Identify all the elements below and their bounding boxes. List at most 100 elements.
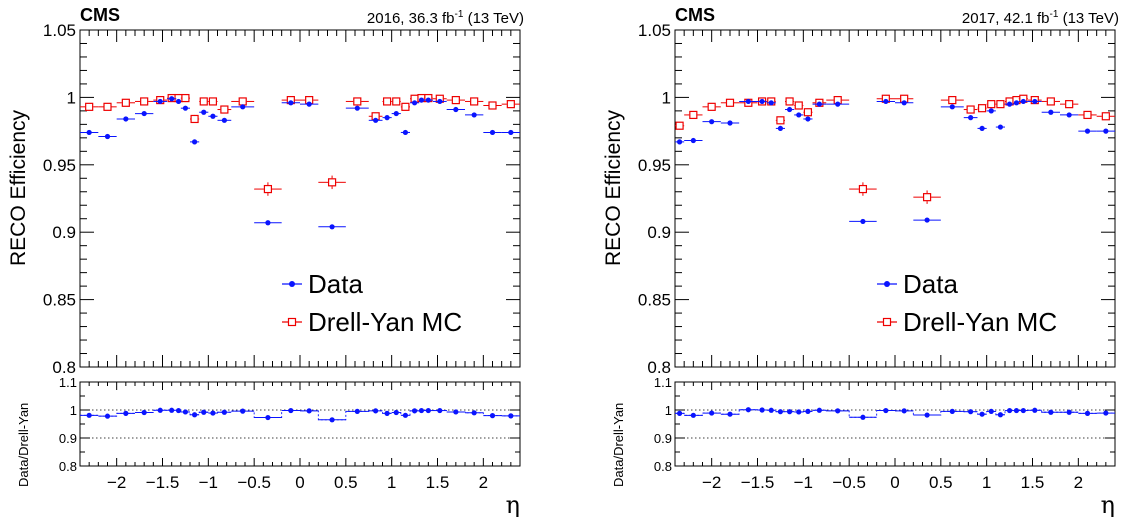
ratio-marker <box>288 407 294 414</box>
data-marker <box>425 97 431 103</box>
ratio-marker <box>1084 410 1091 416</box>
mc-marker <box>1101 112 1110 121</box>
legend-entry-mc: Drell-Yan MC <box>877 307 1057 337</box>
ratio-marker <box>1013 407 1020 414</box>
energy-text: (13 TeV) <box>1063 10 1119 27</box>
mc-marker <box>858 184 868 194</box>
data-point <box>803 116 813 122</box>
mc-point <box>217 105 232 114</box>
ratio-marker <box>425 407 431 414</box>
ratio-point <box>1027 407 1042 413</box>
x-axis-ticks <box>79 30 521 367</box>
ratio-marker <box>182 409 189 415</box>
ratio-marker <box>86 412 92 418</box>
legend-entry-data: Data <box>877 269 958 299</box>
ratio-point <box>1005 407 1015 414</box>
y-tick-label: 0.8 <box>52 358 76 377</box>
ratio-point <box>175 407 182 414</box>
mc-marker <box>1083 110 1092 120</box>
panel-2017: CMS 2017, 42.1 fb-1 (13 TeV) 0.80.850.90… <box>602 5 1119 517</box>
mc-marker <box>470 97 479 106</box>
data-marker <box>835 101 841 107</box>
ratio-point <box>190 412 200 418</box>
data-point <box>1041 109 1060 115</box>
mc-marker <box>353 97 362 106</box>
ratio-y-tick-label: 0.8 <box>59 459 77 474</box>
ratio-marker <box>1066 409 1072 415</box>
ratio-point <box>1041 409 1060 415</box>
ratio-marker <box>418 407 425 414</box>
ratio-y-tick-label: 1 <box>665 403 672 418</box>
ratio-point <box>785 409 795 415</box>
y-axis-title: RECO Efficiency <box>602 110 625 266</box>
ratio-marker <box>201 409 207 415</box>
legend-mc-label: Drell-Yan MC <box>903 307 1057 337</box>
ratio-marker <box>210 410 216 416</box>
ratio-point <box>382 410 392 416</box>
data-point <box>720 120 740 126</box>
lumi-label: 2016, 36.3 fb-1 (13 TeV) <box>367 9 524 27</box>
mc-point <box>180 93 190 103</box>
data-point <box>1005 101 1015 107</box>
mc-point <box>483 101 502 110</box>
y-axis: 0.8 0.85 0.9 0.95 1 1.05 <box>43 21 520 377</box>
x-tick-label: 1.5 <box>426 473 450 492</box>
data-marker <box>329 224 335 230</box>
x-tick-label: 0 <box>295 473 304 492</box>
mc-marker <box>675 121 684 130</box>
data-point <box>423 97 433 103</box>
mc-point <box>675 121 685 130</box>
data-point <box>382 115 392 121</box>
mc-point <box>116 98 135 107</box>
data-marker <box>123 116 129 122</box>
mc-point <box>391 97 401 106</box>
ratio-marker <box>727 411 733 417</box>
ratio-marker <box>924 412 930 418</box>
ratio-axis-title: Data/Drell-Yan <box>611 403 626 487</box>
data-marker <box>373 117 379 123</box>
mc-marker <box>1046 97 1055 106</box>
data-series <box>80 96 520 230</box>
lumi-text: 2016, 36.3 fb <box>367 10 455 27</box>
data-marker <box>86 129 92 136</box>
data-point <box>995 124 1005 130</box>
x-tick-label: −1.5 <box>741 473 775 492</box>
ratio-y-tick-label: 1 <box>70 403 77 418</box>
y-tick-label: 1.05 <box>638 21 671 40</box>
x-tick-label: 0.5 <box>929 473 953 492</box>
data-point <box>895 100 914 106</box>
ratio-marker <box>191 412 198 418</box>
data-point <box>116 116 135 122</box>
mc-marker <box>506 100 515 109</box>
data-marker <box>745 98 751 105</box>
ratio-point <box>876 407 895 414</box>
x-tick-label: 1 <box>387 473 396 492</box>
data-point <box>400 129 410 136</box>
data-marker <box>1032 98 1038 105</box>
data-point <box>501 129 520 136</box>
data-point <box>368 117 383 123</box>
data-marker <box>1020 98 1026 105</box>
ratio-marker <box>1020 407 1026 414</box>
data-point <box>175 98 182 105</box>
ratio-series <box>80 407 520 423</box>
x-tick-label: −0.5 <box>832 473 866 492</box>
data-marker <box>169 96 175 102</box>
ratio-marker <box>901 408 907 414</box>
ratio-marker <box>384 410 390 416</box>
x-axis-title: η <box>1101 491 1115 517</box>
data-marker <box>1103 128 1109 134</box>
ratio-point <box>803 408 813 414</box>
ratio-plot-frame <box>79 381 521 467</box>
data-marker <box>489 129 496 136</box>
mc-marker <box>948 95 957 105</box>
data-point <box>766 100 776 106</box>
ratio-marker <box>1006 407 1013 414</box>
data-point <box>217 117 232 123</box>
ratio-point <box>281 407 300 414</box>
data-marker <box>1084 128 1091 134</box>
legend-data-marker <box>289 281 295 287</box>
data-point <box>318 224 346 230</box>
ratio-marker <box>240 408 246 414</box>
data-marker <box>1048 109 1054 115</box>
